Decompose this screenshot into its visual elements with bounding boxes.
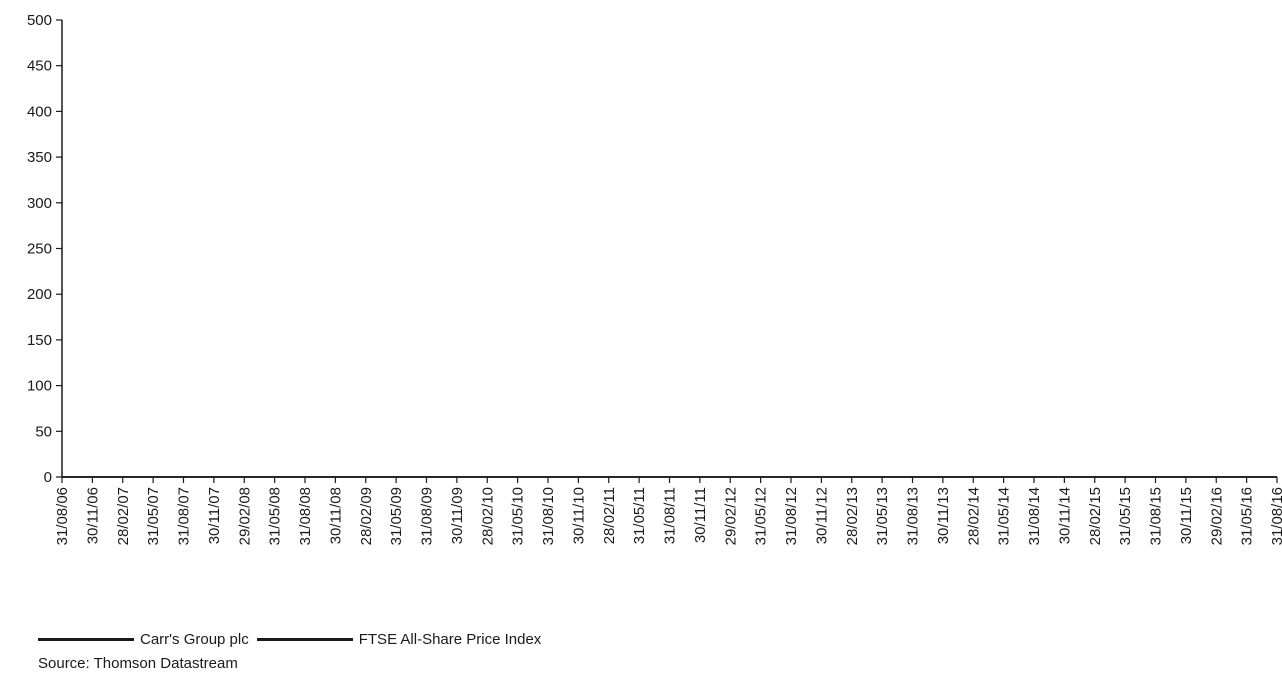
x-tick-label: 31/05/12	[753, 487, 770, 545]
x-tick-label: 31/08/07	[176, 487, 193, 545]
y-tick-label: 150	[27, 332, 52, 349]
x-tick-label: 31/08/09	[419, 487, 436, 545]
x-tick-label: 28/02/09	[358, 487, 375, 545]
y-tick-label: 0	[44, 469, 52, 486]
x-tick-label: 31/05/14	[996, 487, 1013, 545]
x-tick-label: 30/11/12	[813, 487, 830, 544]
legend-label-carrs: Carr's Group plc	[140, 631, 249, 648]
legend-item-ftse: FTSE All-Share Price Index	[256, 631, 542, 648]
x-tick-label: 31/05/13	[874, 487, 891, 545]
x-tick-label: 30/11/15	[1178, 487, 1195, 544]
x-tick-label: 31/05/11	[631, 487, 648, 544]
x-tick-label: 28/02/13	[844, 487, 861, 545]
x-tick-label: 31/08/08	[297, 487, 314, 545]
y-tick-label: 400	[27, 103, 52, 120]
x-tick-label: 31/05/15	[1117, 487, 1134, 545]
x-tick-label: 30/11/11	[692, 487, 709, 543]
x-tick-label: 30/11/07	[206, 487, 223, 544]
legend: Carr's Group plc FTSE All-Share Price In…	[38, 631, 549, 648]
x-tick-label: 31/08/15	[1148, 487, 1165, 545]
y-tick-label: 100	[27, 378, 52, 395]
x-tick-label: 31/05/07	[145, 487, 162, 545]
y-axis: 0 50 100 150 200 250 300 350 400 450 500	[27, 12, 63, 486]
x-tick-label: 30/11/06	[84, 487, 101, 544]
source-note: Source: Thomson Datastream	[38, 655, 238, 672]
x-tick-label: 30/11/13	[935, 487, 952, 544]
x-tick-label: 31/05/16	[1239, 487, 1256, 545]
x-tick-label: 30/11/09	[449, 487, 466, 544]
x-tick-label: 31/08/06	[54, 487, 71, 545]
legend-item-carrs: Carr's Group plc	[38, 631, 249, 648]
x-tick-label: 29/02/12	[722, 487, 739, 545]
x-tick-label: 30/11/10	[570, 487, 587, 544]
x-tick-label: 31/08/14	[1026, 487, 1043, 545]
x-tick-label: 31/08/12	[783, 487, 800, 545]
y-tick-label: 350	[27, 149, 52, 166]
y-tick-label: 450	[27, 58, 52, 75]
x-tick-label: 28/02/07	[115, 487, 132, 545]
x-tick-label: 31/08/10	[540, 487, 557, 545]
x-axis: 31/08/06 30/11/06 28/02/07 31/05/07 31/08/07…	[54, 476, 1282, 545]
x-tick-label: 28/02/14	[965, 487, 982, 545]
legend-swatch-ftse	[256, 638, 353, 641]
legend-swatch-carrs	[38, 638, 134, 641]
y-tick-label: 300	[27, 195, 52, 212]
x-tick-label: 31/05/10	[510, 487, 527, 545]
x-tick-label: 31/08/16	[1269, 487, 1282, 545]
y-tick-label: 250	[27, 241, 52, 258]
y-tick-label: 500	[27, 12, 52, 29]
x-tick-label: 28/02/15	[1087, 487, 1104, 545]
x-tick-label: 29/02/16	[1208, 487, 1225, 545]
x-tick-label: 30/11/14	[1056, 487, 1073, 544]
x-tick-label: 30/11/08	[327, 487, 344, 544]
x-tick-label: 29/02/08	[236, 487, 253, 545]
y-tick-label: 200	[27, 286, 52, 303]
x-tick-label: 28/02/10	[479, 487, 496, 545]
x-tick-label: 31/08/11	[662, 487, 679, 544]
x-tick-label: 31/08/13	[905, 487, 922, 545]
x-tick-label: 31/05/09	[388, 487, 405, 545]
x-tick-label: 28/02/11	[601, 487, 618, 544]
x-tick-label: 31/05/08	[267, 487, 284, 545]
legend-label-ftse: FTSE All-Share Price Index	[358, 631, 542, 648]
y-tick-label: 50	[35, 423, 52, 440]
